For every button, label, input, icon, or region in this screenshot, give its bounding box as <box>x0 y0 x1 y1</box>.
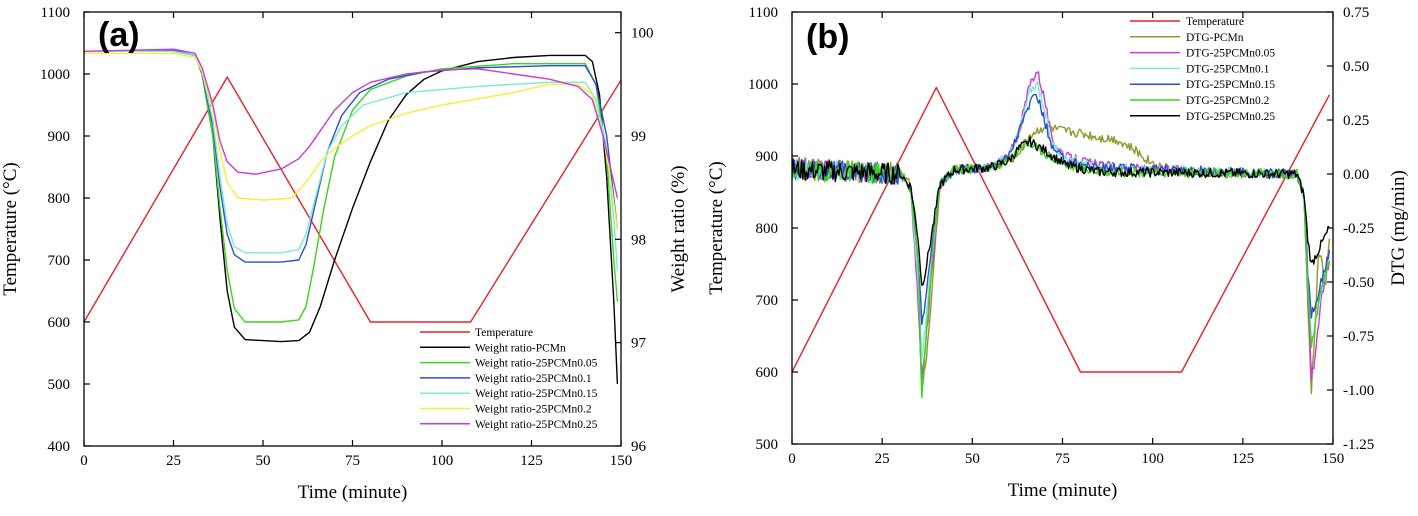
series-group <box>792 71 1331 398</box>
x-tick-label: 0 <box>788 451 796 467</box>
y-tick-label: 600 <box>48 315 71 331</box>
x-tick-label: 75 <box>345 453 360 469</box>
y2-tick-label: -0.25 <box>1343 221 1374 237</box>
legend: Temperature Weight ratio-PCMn Weight ratio… <box>420 327 598 431</box>
y2-tick-label: 100 <box>631 26 654 42</box>
legend-entry: Weight ratio-PCMn <box>475 342 566 354</box>
x-tick-label: 50 <box>256 453 271 469</box>
series-line-dtg-25pcmn0-15 <box>792 93 1331 326</box>
series-group <box>84 48 621 385</box>
x-tick-label: 0 <box>80 453 88 469</box>
legend-entry: DTG-25PCMn0.15 <box>1186 79 1275 91</box>
y2-tick-label: 97 <box>631 336 647 352</box>
y-tick-label: 400 <box>48 439 71 455</box>
y-axis-title: Temperature (°C) <box>706 161 727 294</box>
x-axis-title: Time (minute) <box>1008 480 1118 501</box>
legend-entry: DTG-25PCMn0.25 <box>1186 111 1275 123</box>
series-line-weight-ratio-25pcmn0-05 <box>84 50 619 323</box>
x-tick-label: 25 <box>166 453 181 469</box>
x-tick-label: 125 <box>1232 451 1255 467</box>
legend-entry: Weight ratio-25PCMn0.05 <box>475 358 598 370</box>
legend-entry: DTG-25PCMn0.05 <box>1186 48 1275 60</box>
panel-letter: (b) <box>806 18 849 56</box>
y-tick-label: 900 <box>756 149 779 165</box>
legend-entry: Temperature <box>1186 16 1244 28</box>
legend-entry: DTG-25PCMn0.1 <box>1186 63 1270 75</box>
legend-entry: Weight ratio-25PCMn0.1 <box>475 373 592 385</box>
y2-tick-label: 0.25 <box>1343 113 1369 129</box>
series-line-dtg-25pcmn0-25 <box>792 136 1330 286</box>
x-axis-title: Time (minute) <box>298 482 408 503</box>
y-tick-label: 500 <box>756 437 779 453</box>
y2-tick-label: 96 <box>631 439 647 455</box>
x-tick-label: 125 <box>520 453 543 469</box>
legend-entry: DTG-PCMn <box>1186 32 1244 44</box>
series-line-weight-ratio-25pcmn0-2 <box>84 52 619 230</box>
y-tick-label: 800 <box>48 191 71 207</box>
x-tick-label: 25 <box>875 451 890 467</box>
y2-tick-label: 0.00 <box>1343 167 1369 183</box>
x-tick-label: 150 <box>1322 451 1345 467</box>
y-tick-label: 500 <box>48 377 71 393</box>
legend-entry: Weight ratio-25PCMn0.2 <box>475 404 592 416</box>
y2-tick-label: -1.25 <box>1343 437 1374 453</box>
y-tick-label: 700 <box>48 253 71 269</box>
y-tick-label: 700 <box>756 293 779 309</box>
x-tick-label: 150 <box>610 453 633 469</box>
y-tick-label: 900 <box>48 129 71 145</box>
y-tick-label: 1100 <box>749 5 778 21</box>
series-line-weight-ratio-25pcmn0-25 <box>84 48 619 199</box>
panel-letter: (a) <box>98 16 140 54</box>
x-tick-label: 75 <box>1055 451 1070 467</box>
y2-tick-label: -0.75 <box>1343 329 1374 345</box>
series-line-weight-ratio-25pcmn0-15 <box>84 50 619 271</box>
chart-panel-a: 0 25 50 75 100 125 150 400 500 600 700 800 900 1000 11… <box>0 5 689 503</box>
series-line-dtg-25pcmn0-2 <box>792 142 1331 398</box>
y2-tick-label: 0.50 <box>1343 59 1369 75</box>
y2-tick-label: 98 <box>631 232 646 248</box>
x-tick-label: 100 <box>1141 451 1164 467</box>
y2-tick-label: 99 <box>631 129 646 145</box>
y-axis-title: Temperature (°C) <box>0 162 21 295</box>
series-line-weight-ratio-25pcmn0-1 <box>84 49 619 263</box>
x-tick-label: 50 <box>965 451 980 467</box>
y-tick-label: 1000 <box>748 77 778 93</box>
y2-tick-label: -1.00 <box>1343 383 1374 399</box>
legend-entry: Temperature <box>475 327 533 339</box>
y2-axis-title: DTG (mg/min) <box>1388 170 1409 286</box>
series-line-dtg-25pcmn0-1 <box>792 80 1331 360</box>
chart-panel-b: 0 25 50 75 100 125 150 500 600 700 800 900 1000 1100 0… <box>706 5 1409 501</box>
legend-entry: Weight ratio-25PCMn0.15 <box>475 388 598 400</box>
y2-tick-label: -0.50 <box>1343 275 1374 291</box>
series-line-weight-ratio-pcmn <box>84 50 619 385</box>
y-tick-label: 1100 <box>41 5 70 21</box>
y2-tick-label: 0.75 <box>1343 5 1369 21</box>
legend-entry: Weight ratio-25PCMn0.25 <box>475 419 598 431</box>
y-tick-label: 1000 <box>40 67 70 83</box>
y-tick-label: 600 <box>756 365 779 381</box>
legend: Temperature DTG-PCMn DTG-25PCMn0.05 DTG-25P… <box>1130 16 1275 123</box>
series-line-temperature <box>84 76 621 323</box>
plot-frame <box>791 11 1334 445</box>
x-tick-label: 100 <box>431 453 454 469</box>
series-line-temperature <box>792 86 1331 373</box>
legend-entry: DTG-25PCMn0.2 <box>1186 95 1270 107</box>
y-tick-label: 800 <box>756 221 779 237</box>
y2-axis-title: Weight ratio (%) <box>668 165 689 292</box>
